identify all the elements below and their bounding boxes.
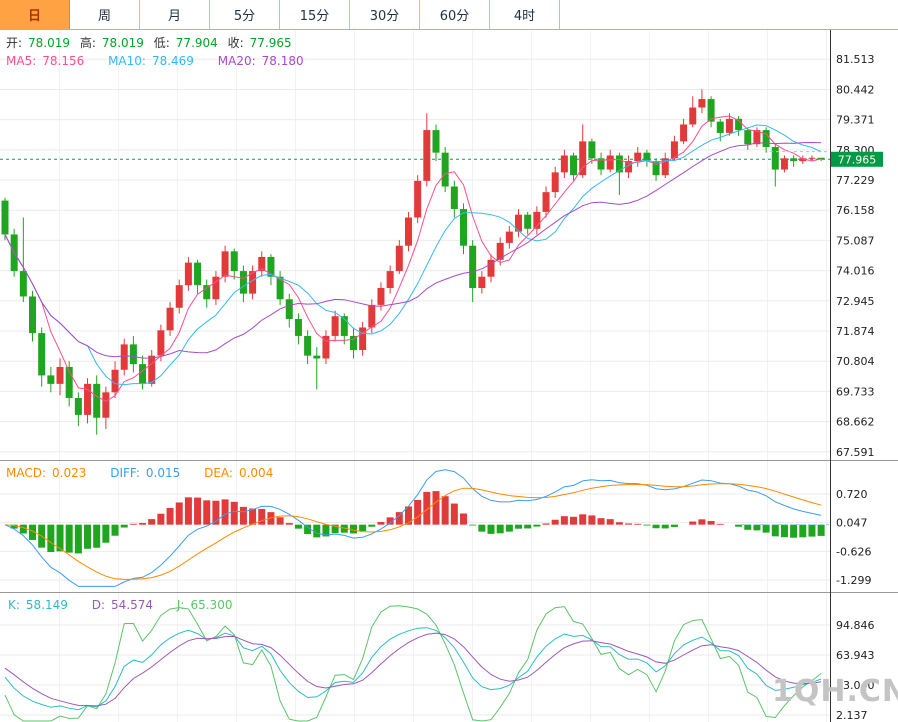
d-value: 54.574 xyxy=(111,598,154,612)
kdj-legend: K: 58.149 D: 54.574 J: 65.300 xyxy=(8,598,238,612)
svg-text:77.965: 77.965 xyxy=(838,153,877,166)
high-value: 78.019 xyxy=(101,36,144,50)
macd-legend: MACD: 0.023 DIFF: 0.015 DEA: 0.004 xyxy=(6,466,279,480)
axis-tick: -1.299 xyxy=(836,574,871,587)
panel-separators xyxy=(0,30,898,722)
tab-month[interactable]: 月 xyxy=(140,0,210,29)
low-label: 低: xyxy=(153,36,170,50)
tab-4hour[interactable]: 4时 xyxy=(490,0,560,29)
ma10-label: MA10: xyxy=(108,54,146,68)
ma-lines xyxy=(4,115,830,402)
k-value: 58.149 xyxy=(25,598,68,612)
axis-tick: 80.442 xyxy=(836,83,875,96)
site-watermark: 1QH.CN xyxy=(772,674,898,709)
axis-tick: 33.040 xyxy=(836,679,875,692)
ma5-label: MA5: xyxy=(6,54,37,68)
macd-value: 0.023 xyxy=(52,466,87,480)
current-price-badge: 77.965 xyxy=(831,151,883,167)
tab-15min[interactable]: 15分 xyxy=(280,0,350,29)
y-axis-labels: 81.51380.44279.37178.30077.22976.15875.0… xyxy=(836,53,875,722)
close-label: 收: xyxy=(227,36,244,50)
close-value: 77.965 xyxy=(249,36,292,50)
low-value: 77.904 xyxy=(175,36,218,50)
axis-tick: 67.591 xyxy=(836,446,875,459)
tab-30min[interactable]: 30分 xyxy=(350,0,420,29)
dea-value: 0.004 xyxy=(238,466,274,480)
tab-60min[interactable]: 60分 xyxy=(420,0,490,29)
ma5-value: 78.156 xyxy=(42,54,85,68)
axis-tick: 68.662 xyxy=(836,416,875,429)
open-value: 78.019 xyxy=(28,36,71,50)
axis-tick: 0.047 xyxy=(836,517,868,530)
axis-tick: 81.513 xyxy=(836,53,875,66)
diff-value: 0.015 xyxy=(145,466,181,480)
ma10-value: 78.469 xyxy=(151,54,194,68)
macd-panel xyxy=(4,469,830,587)
dea-label: DEA: xyxy=(204,466,233,480)
diff-label: DIFF: xyxy=(110,466,140,480)
axis-tick: 77.229 xyxy=(836,174,875,187)
high-label: 高: xyxy=(79,36,96,50)
d-label: D: xyxy=(91,598,106,612)
ma20-value: 78.180 xyxy=(261,54,304,68)
k-label: K: xyxy=(8,598,20,612)
axis-tick: 72.945 xyxy=(836,295,875,308)
j-value: 65.300 xyxy=(190,598,233,612)
ma20-label: MA20: xyxy=(217,54,256,68)
j-label: J: xyxy=(176,598,185,612)
axis-tick: 75.087 xyxy=(836,234,875,247)
tab-5min[interactable]: 5分 xyxy=(210,0,280,29)
kdj-panel xyxy=(4,605,822,722)
macd-label: MACD: xyxy=(6,466,47,480)
axis-tick: 71.874 xyxy=(836,325,875,338)
ohlc-legend: 开: 78.019 高: 78.019 低: 77.904 收: 77.965 xyxy=(6,36,298,50)
axis-tick: 2.137 xyxy=(836,709,868,722)
open-label: 开: xyxy=(6,36,23,50)
axis-tick: 79.371 xyxy=(836,114,875,127)
timeframe-tabbar: 日 周 月 5分 15分 30分 60分 4时 xyxy=(0,0,898,30)
ma-legend: MA5: 78.156 MA10: 78.469 MA20: 78.180 xyxy=(6,54,310,68)
axis-tick: 70.804 xyxy=(836,355,875,368)
axis-tick: -0.626 xyxy=(836,545,871,558)
tab-week[interactable]: 周 xyxy=(70,0,140,29)
gridlines xyxy=(0,30,830,722)
axis-tick: 69.733 xyxy=(836,385,875,398)
axis-tick: 76.158 xyxy=(836,204,875,217)
axis-tick: 94.846 xyxy=(836,619,875,632)
axis-tick: 63.943 xyxy=(836,649,875,662)
axis-tick: 0.720 xyxy=(836,488,868,501)
tab-day[interactable]: 日 xyxy=(0,0,70,29)
axis-tick: 74.016 xyxy=(836,265,875,278)
